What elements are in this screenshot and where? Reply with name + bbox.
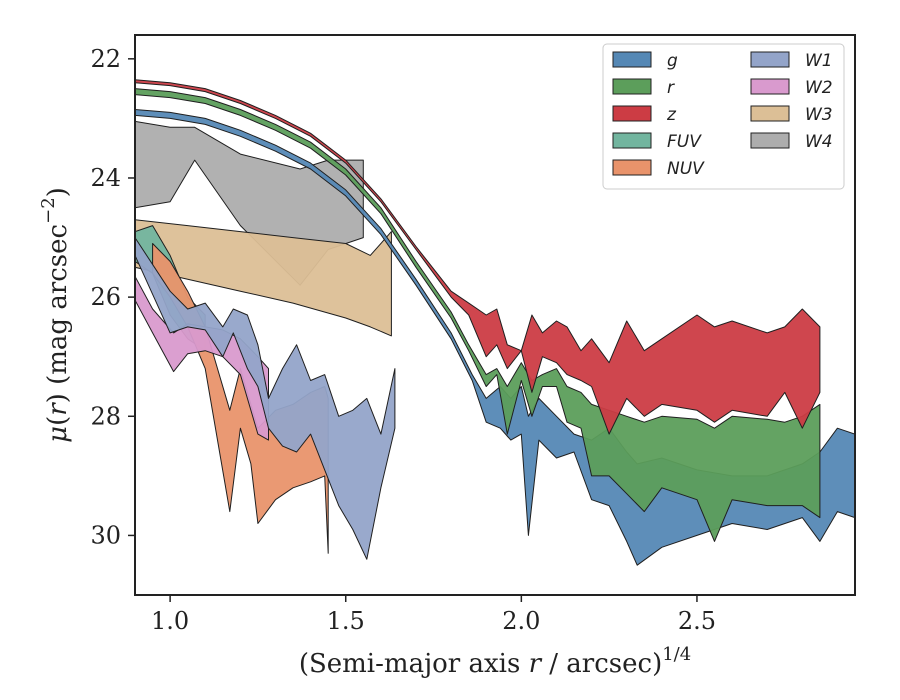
x-tick-label: 2.5 xyxy=(678,607,716,635)
x-axis-label: (Semi-major axis r / arcsec)1/4 xyxy=(299,644,691,679)
legend-entry-nuv: NUV xyxy=(612,159,705,179)
x-axis-label-exponent: 1/4 xyxy=(662,644,691,665)
x-axis: 1.0 1.5 2.0 2.5 xyxy=(151,595,716,635)
legend-swatch xyxy=(612,51,652,68)
legend-entry-w3: W3 xyxy=(750,105,833,125)
series-band-r xyxy=(135,88,821,542)
series-layer xyxy=(135,79,855,566)
y-tick-label: 28 xyxy=(90,402,121,430)
x-axis-label-post: / arcsec) xyxy=(541,649,662,679)
y-axis-label-var: r xyxy=(43,402,73,416)
legend-swatch xyxy=(612,159,652,176)
y-tick-label: 24 xyxy=(90,164,121,192)
legend-label: NUV xyxy=(667,159,705,179)
y-axis-label-exponent: −2 xyxy=(38,197,59,224)
legend-swatch xyxy=(750,51,790,68)
plot-frame xyxy=(134,34,856,596)
legend-swatch xyxy=(612,78,652,95)
legend-label: W1 xyxy=(805,51,833,71)
x-axis-label-pre: (Semi-major axis xyxy=(299,649,529,679)
y-axis: 22 24 26 28 30 xyxy=(90,45,135,549)
legend-label: g xyxy=(667,51,678,71)
legend-entry-w2: W2 xyxy=(750,78,833,98)
legend-label: FUV xyxy=(667,132,702,152)
series-band-g xyxy=(135,109,855,566)
legend-swatch xyxy=(612,105,652,122)
legend-label: W3 xyxy=(805,105,833,125)
y-tick-label: 22 xyxy=(90,45,121,73)
y-axis-label-end: ) xyxy=(43,187,73,197)
legend-label: W4 xyxy=(805,132,833,152)
y-tick-label: 30 xyxy=(90,521,121,549)
y-tick-label: 26 xyxy=(90,283,121,311)
legend-entry-w1: W1 xyxy=(750,51,833,71)
legend-label: r xyxy=(667,78,675,98)
legend-entry-w4: W4 xyxy=(750,132,833,152)
legend-swatch xyxy=(750,105,790,122)
x-axis-label-var: r xyxy=(529,649,543,679)
legend-entry-z: z xyxy=(612,105,677,125)
legend-entry-g: g xyxy=(612,51,678,71)
legend-swatch xyxy=(612,132,652,149)
y-axis-label-unit: (mag arcsec xyxy=(43,224,73,393)
legend-entry-r: r xyxy=(612,78,675,98)
series-band-w1 xyxy=(135,237,396,560)
series-band-w3 xyxy=(135,219,392,337)
y-axis-label: μ(r) (mag arcsec−2) xyxy=(38,187,73,443)
y-axis-label-close: ) xyxy=(43,393,73,403)
x-tick-label: 1.5 xyxy=(327,607,365,635)
legend-swatch xyxy=(750,132,790,149)
legend-entry-fuv: FUV xyxy=(612,132,702,152)
legend-label: W2 xyxy=(805,78,833,98)
y-axis-label-open: ( xyxy=(43,416,73,426)
x-tick-label: 1.0 xyxy=(151,607,189,635)
y-axis-label-mu: μ xyxy=(43,426,73,443)
legend-swatch xyxy=(750,78,790,95)
x-tick-label: 2.0 xyxy=(502,607,540,635)
legend-label: z xyxy=(666,105,677,125)
legend: grz FUV NUV W1 W2 W3 W4 xyxy=(602,43,845,190)
series-band-z xyxy=(135,79,821,435)
